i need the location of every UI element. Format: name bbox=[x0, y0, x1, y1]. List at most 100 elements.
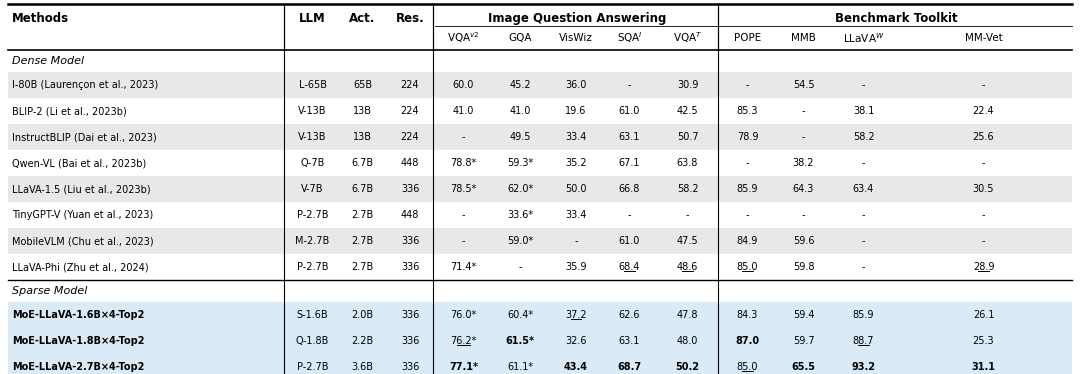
Text: -: - bbox=[462, 132, 465, 142]
Text: -: - bbox=[982, 80, 985, 90]
Text: -: - bbox=[746, 158, 750, 168]
Bar bbox=[8, 354, 1072, 374]
Text: 59.7: 59.7 bbox=[793, 336, 814, 346]
Bar bbox=[8, 280, 1072, 302]
Text: 85.9: 85.9 bbox=[737, 184, 758, 194]
Text: -: - bbox=[801, 132, 806, 142]
Text: 47.8: 47.8 bbox=[677, 310, 699, 320]
Text: 61.1*: 61.1* bbox=[507, 362, 534, 372]
Text: Methods: Methods bbox=[12, 12, 69, 25]
Text: 50.0: 50.0 bbox=[565, 184, 586, 194]
Text: -: - bbox=[982, 158, 985, 168]
Text: 60.4*: 60.4* bbox=[507, 310, 534, 320]
Text: 67.1: 67.1 bbox=[619, 158, 640, 168]
Text: P-2.7B: P-2.7B bbox=[297, 210, 328, 220]
Text: TinyGPT-V (Yuan et al., 2023): TinyGPT-V (Yuan et al., 2023) bbox=[12, 210, 153, 220]
Text: 85.9: 85.9 bbox=[853, 310, 874, 320]
Text: 68.7: 68.7 bbox=[618, 362, 642, 372]
Text: 85.0: 85.0 bbox=[737, 362, 758, 372]
Text: 25.3: 25.3 bbox=[973, 336, 995, 346]
Text: 25.6: 25.6 bbox=[973, 132, 995, 142]
Text: V-7B: V-7B bbox=[301, 184, 324, 194]
Text: 448: 448 bbox=[401, 210, 419, 220]
Text: 77.1*: 77.1* bbox=[449, 362, 478, 372]
Text: 45.2: 45.2 bbox=[509, 80, 530, 90]
Text: -: - bbox=[982, 236, 985, 246]
Text: 59.4: 59.4 bbox=[793, 310, 814, 320]
Text: 30.9: 30.9 bbox=[677, 80, 698, 90]
Text: 224: 224 bbox=[401, 80, 419, 90]
Text: 63.1: 63.1 bbox=[619, 336, 640, 346]
Text: P-2.7B: P-2.7B bbox=[297, 362, 328, 372]
Text: 33.4: 33.4 bbox=[565, 210, 586, 220]
Text: -: - bbox=[862, 236, 865, 246]
Text: 78.8*: 78.8* bbox=[450, 158, 476, 168]
Text: 32.6: 32.6 bbox=[565, 336, 586, 346]
Text: 78.9: 78.9 bbox=[737, 132, 758, 142]
Text: V-13B: V-13B bbox=[298, 106, 327, 116]
Text: 49.5: 49.5 bbox=[510, 132, 530, 142]
Bar bbox=[8, 228, 1072, 254]
Text: 65.5: 65.5 bbox=[792, 362, 815, 372]
Bar bbox=[8, 50, 1072, 72]
Text: -: - bbox=[627, 80, 631, 90]
Text: 22.4: 22.4 bbox=[973, 106, 995, 116]
Text: -: - bbox=[462, 236, 465, 246]
Text: -: - bbox=[575, 236, 578, 246]
Text: 38.1: 38.1 bbox=[853, 106, 874, 116]
Text: 224: 224 bbox=[401, 132, 419, 142]
Text: Dense Model: Dense Model bbox=[12, 56, 84, 66]
Text: 85.0: 85.0 bbox=[737, 262, 758, 272]
Text: SQA$^{I}$: SQA$^{I}$ bbox=[617, 31, 643, 45]
Text: 88.7: 88.7 bbox=[853, 336, 874, 346]
Text: 42.5: 42.5 bbox=[677, 106, 699, 116]
Text: 59.3*: 59.3* bbox=[507, 158, 534, 168]
Text: 28.9: 28.9 bbox=[973, 262, 995, 272]
Text: 2.2B: 2.2B bbox=[351, 336, 374, 346]
Text: 61.5*: 61.5* bbox=[505, 336, 535, 346]
Text: -: - bbox=[746, 80, 750, 90]
Text: 71.4*: 71.4* bbox=[450, 262, 476, 272]
Text: -: - bbox=[462, 210, 465, 220]
Text: -: - bbox=[982, 210, 985, 220]
Text: 87.0: 87.0 bbox=[735, 336, 759, 346]
Text: VQA$^{T}$: VQA$^{T}$ bbox=[673, 31, 702, 45]
Text: 50.2: 50.2 bbox=[675, 362, 700, 372]
Text: LLM: LLM bbox=[299, 12, 326, 25]
Bar bbox=[8, 124, 1072, 150]
Text: 59.6: 59.6 bbox=[793, 236, 814, 246]
Text: 26.1: 26.1 bbox=[973, 310, 995, 320]
Text: 224: 224 bbox=[401, 106, 419, 116]
Text: 33.4: 33.4 bbox=[565, 132, 586, 142]
Text: BLIP-2 (Li et al., 2023b): BLIP-2 (Li et al., 2023b) bbox=[12, 106, 126, 116]
Text: LLaVA$^{W}$: LLaVA$^{W}$ bbox=[842, 31, 885, 45]
Text: 48.6: 48.6 bbox=[677, 262, 698, 272]
Text: VQA$^{v2}$: VQA$^{v2}$ bbox=[447, 31, 480, 45]
Text: 336: 336 bbox=[401, 310, 419, 320]
Text: 41.0: 41.0 bbox=[510, 106, 530, 116]
Text: 36.0: 36.0 bbox=[565, 80, 586, 90]
Text: 30.5: 30.5 bbox=[973, 184, 995, 194]
Text: 48.0: 48.0 bbox=[677, 336, 698, 346]
Text: -: - bbox=[862, 210, 865, 220]
Text: MoE-LLaVA-2.7B×4-Top2: MoE-LLaVA-2.7B×4-Top2 bbox=[12, 362, 145, 372]
Text: 61.0: 61.0 bbox=[619, 236, 640, 246]
Text: 13B: 13B bbox=[353, 132, 372, 142]
Text: -: - bbox=[801, 106, 806, 116]
Text: 37.2: 37.2 bbox=[565, 310, 586, 320]
Text: Sparse Model: Sparse Model bbox=[12, 286, 87, 296]
Text: 2.0B: 2.0B bbox=[351, 310, 374, 320]
Text: POPE: POPE bbox=[734, 33, 761, 43]
Text: 3.6B: 3.6B bbox=[351, 362, 374, 372]
Text: 41.0: 41.0 bbox=[453, 106, 474, 116]
Text: 76.2*: 76.2* bbox=[450, 336, 476, 346]
Text: -: - bbox=[862, 158, 865, 168]
Text: 50.7: 50.7 bbox=[677, 132, 699, 142]
Text: Q-7B: Q-7B bbox=[300, 158, 325, 168]
Text: 64.3: 64.3 bbox=[793, 184, 814, 194]
Text: 336: 336 bbox=[401, 336, 419, 346]
Text: -: - bbox=[627, 210, 631, 220]
Text: -: - bbox=[862, 262, 865, 272]
Text: 336: 336 bbox=[401, 262, 419, 272]
Bar bbox=[8, 176, 1072, 202]
